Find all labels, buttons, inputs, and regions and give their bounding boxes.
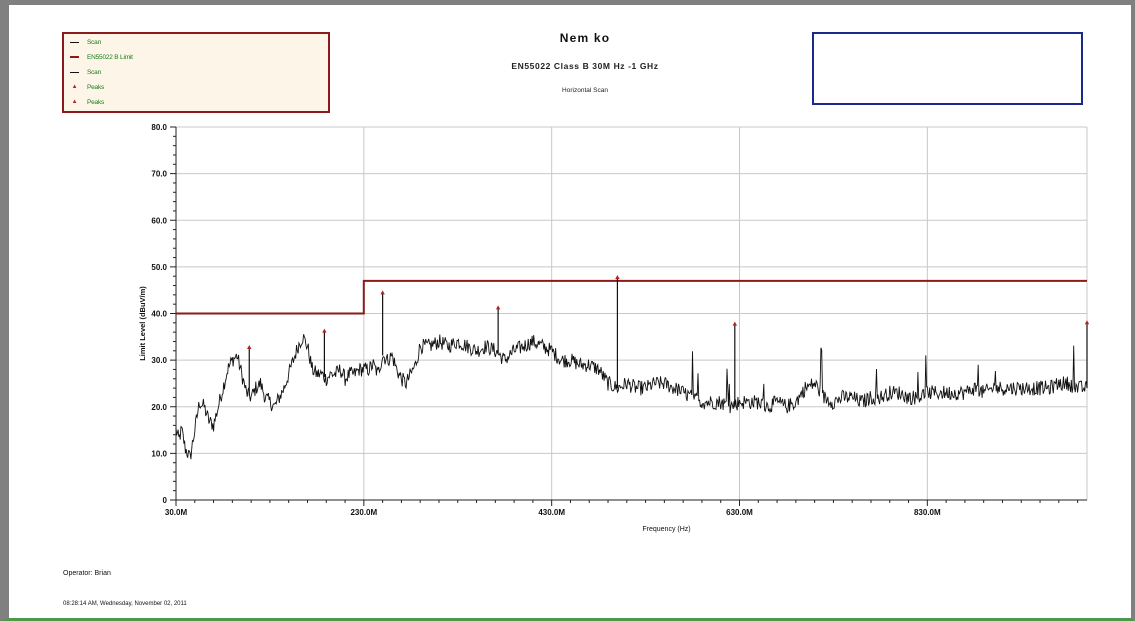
y-tick-label: 10.0 [151, 449, 167, 458]
x-tick-label: 430.0M [538, 508, 565, 517]
legend-label: Scan [87, 68, 102, 76]
legend-label: Peaks [87, 98, 105, 106]
series [175, 278, 1088, 460]
legend-item-limit: EN55022 B Limit [70, 51, 133, 63]
scan-line-swatch-icon [70, 71, 79, 73]
peak-marker [615, 275, 620, 280]
y-tick-label: 40.0 [151, 310, 167, 319]
y-tick-label: 20.0 [151, 403, 167, 412]
x-tick-label: 30.0M [165, 508, 188, 517]
peak-marker [732, 321, 738, 326]
axes [170, 126, 1087, 506]
axis-labels: 0 10.0 20.0 30.0 40.0 50.0 60.0 70.0 80.0 30.0M 23… [138, 123, 941, 533]
x-axis-title: Frequency (Hz) [642, 526, 690, 533]
legend-item-peaks-2: ▲ Peaks [70, 96, 105, 108]
y-tick-label: 0 [163, 496, 168, 505]
legend-item-peaks: ▲ Peaks [70, 81, 105, 93]
peak-marker [495, 305, 501, 310]
operator-label: Operator: Brian [63, 570, 111, 577]
y-tick-label: 70.0 [151, 170, 167, 179]
info-box [812, 32, 1083, 105]
peak-marker [247, 344, 252, 349]
x-tick-label: 830.0M [914, 508, 941, 517]
scan-type-label: Horizontal Scan [562, 87, 608, 94]
timestamp-label: 08:28:14 AM, Wednesday, November 02, 201… [63, 601, 187, 607]
legend-item-scan: Scan [70, 36, 101, 48]
limit-series-line [176, 279, 1087, 315]
peak-marker [322, 328, 327, 333]
legend-label: Scan [87, 38, 102, 46]
limit-line-swatch-icon [70, 56, 79, 58]
peak-triangle-icon: ▲ [71, 99, 78, 105]
scan-series-line [175, 334, 1088, 460]
y-tick-label: 80.0 [151, 123, 167, 132]
report-title: Nem ko [559, 31, 611, 45]
report-subtitle: EN55022 Class B 30M Hz -1 GHz [511, 61, 659, 71]
y-tick-label: 30.0 [151, 356, 167, 365]
peaks [247, 275, 1090, 349]
legend: Scan EN55022 B Limit Scan ▲ Peaks ▲ Peak… [62, 32, 330, 113]
y-axis-title: Limit Level (dBuV/m) [138, 286, 147, 361]
peak-marker [380, 290, 385, 295]
legend-label: EN55022 B Limit [87, 53, 133, 61]
x-tick-label: 630.0M [726, 508, 753, 517]
peak-marker [1084, 320, 1090, 325]
y-tick-label: 50.0 [151, 263, 167, 272]
scan-line-swatch-icon [70, 41, 79, 43]
y-tick-label: 60.0 [151, 216, 167, 225]
legend-item-scan-2: Scan [70, 66, 101, 78]
x-tick-label: 230.0M [350, 508, 377, 517]
legend-label: Peaks [87, 83, 105, 91]
peak-triangle-icon: ▲ [71, 84, 78, 90]
